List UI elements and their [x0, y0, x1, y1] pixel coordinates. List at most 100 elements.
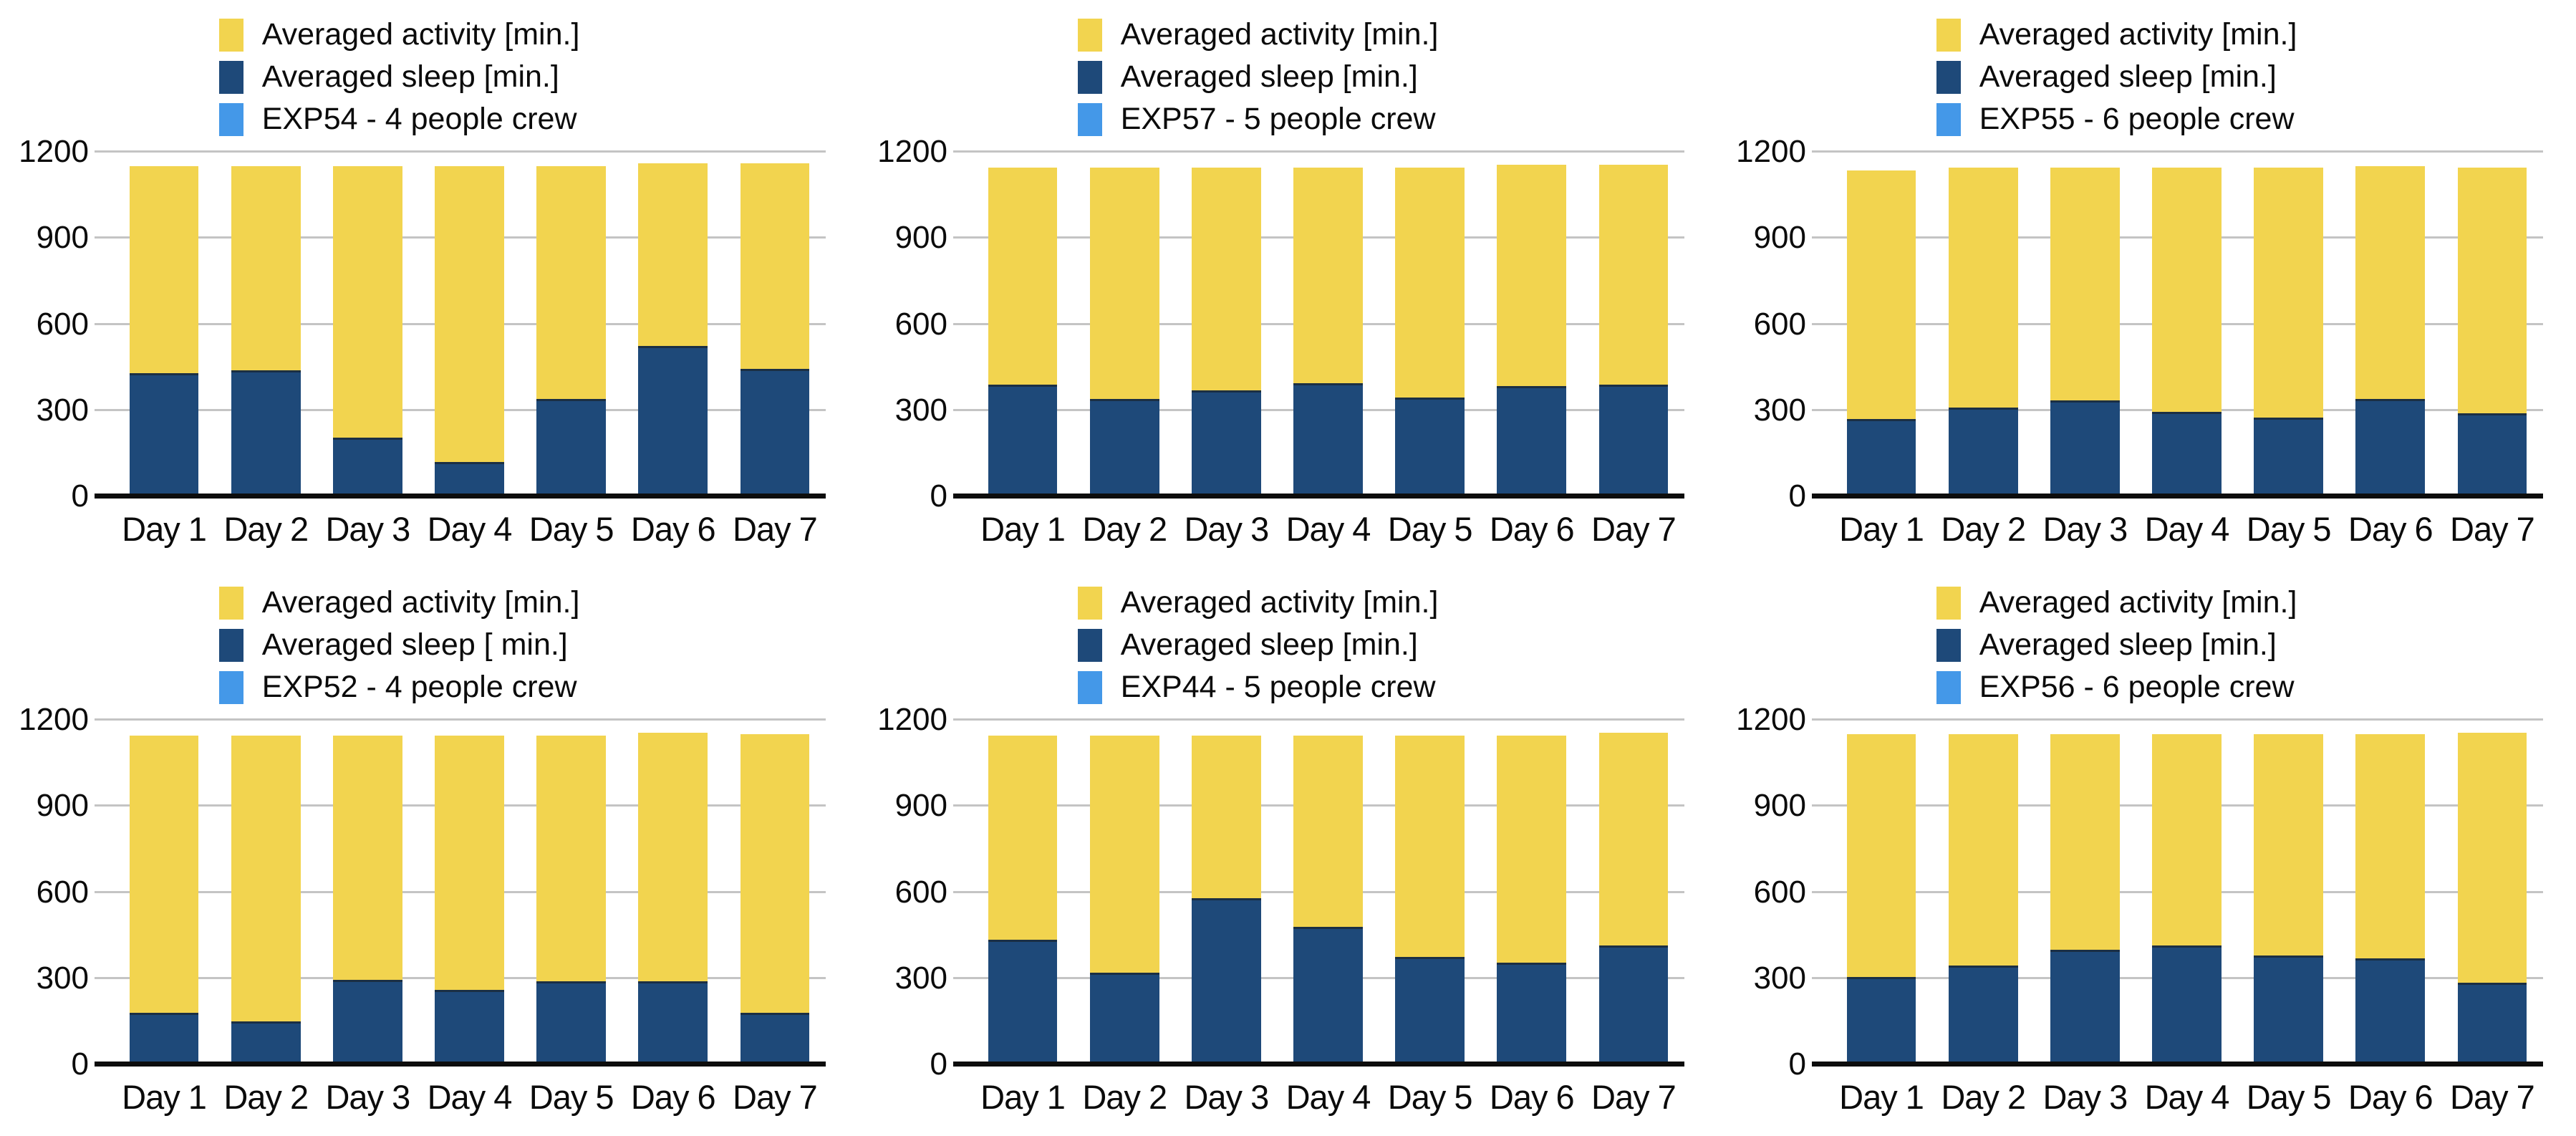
activity-segment: [2254, 734, 2323, 956]
sleep-segment: [333, 437, 402, 496]
axis-corner: [6, 496, 113, 559]
y-tick-label: 0: [71, 478, 89, 514]
sleep-segment: [1846, 976, 1916, 1064]
gridline: [95, 150, 826, 153]
legend-label-sleep: Averaged sleep [min.]: [261, 59, 559, 95]
sleep-segment: [2050, 400, 2120, 496]
x-tick-label: Day 7: [2450, 1078, 2535, 1116]
y-tick-label: 0: [930, 1046, 947, 1082]
activity-segment: [1598, 165, 1669, 385]
sleep-segment: [231, 1021, 301, 1064]
x-axis-labels: Day 1 Day 2 Day 3 Day 4 Day 5 Day 6 Day 7: [972, 1064, 1684, 1127]
x-tick-label: Day 7: [1591, 1078, 1677, 1116]
activity-segment: [2457, 733, 2527, 983]
y-axis-labels: 0 300 600 900 1200: [6, 704, 113, 1080]
sleep-segment: [988, 384, 1058, 496]
exp-color-swatch: [1077, 671, 1102, 704]
sleep-segment: [1598, 384, 1669, 496]
bar-day-7: [1598, 733, 1669, 1064]
sleep-segment: [988, 939, 1058, 1064]
gridline: [1812, 150, 2543, 153]
x-axis-line: [95, 494, 826, 499]
bar-day-6: [2355, 734, 2426, 1064]
plot-grid: 0 300 600 900 1200 Day 1 Day 2 Day 3 Day 4 Day 5…: [6, 704, 826, 1127]
y-tick-label: 300: [36, 960, 89, 996]
activity-segment: [435, 166, 504, 462]
legend-label-sleep: Averaged sleep [min.]: [1120, 59, 1418, 95]
x-axis-line: [1812, 494, 2543, 499]
sleep-segment: [1089, 398, 1159, 496]
y-axis-labels: 0 300 600 900 1200: [6, 136, 113, 512]
x-tick-label: Day 3: [325, 1078, 410, 1116]
y-tick-label: 300: [894, 960, 947, 996]
x-tick-label: Day 1: [980, 510, 1066, 548]
activity-segment: [1192, 168, 1261, 390]
x-tick-label: Day 3: [325, 510, 410, 548]
x-tick-label: Day 2: [1082, 1078, 1167, 1116]
sleep-color-swatch: [1936, 61, 1961, 94]
activity-segment: [1395, 736, 1465, 957]
x-tick-label: Day 3: [1184, 510, 1269, 548]
y-tick-label: 900: [894, 788, 947, 824]
activity-segment: [231, 736, 301, 1021]
activity-segment: [2152, 168, 2222, 412]
sleep-segment: [435, 989, 504, 1064]
plot-area: [953, 718, 1684, 1067]
legend-label-activity: Averaged activity [min.]: [1979, 17, 2297, 52]
bar-day-4: [435, 166, 504, 496]
bar-day-2: [1948, 168, 2018, 496]
x-tick-label: Day 4: [427, 1078, 513, 1116]
x-tick-label: Day 7: [733, 1078, 818, 1116]
bar-day-5: [1395, 736, 1465, 1064]
gridline: [1812, 718, 2543, 721]
x-tick-label: Day 4: [1285, 1078, 1371, 1116]
y-tick-label: 1200: [19, 134, 89, 169]
legend-item-sleep: Averaged sleep [min.]: [1077, 629, 1684, 662]
activity-segment: [129, 736, 199, 1013]
x-tick-label: Day 6: [2348, 510, 2433, 548]
activity-segment: [231, 166, 301, 370]
x-axis-labels: Day 1 Day 2 Day 3 Day 4 Day 5 Day 6 Day 7: [1830, 1064, 2543, 1127]
sleep-segment: [536, 398, 606, 496]
y-tick-label: 0: [1788, 1046, 1806, 1082]
bar-day-3: [1192, 736, 1261, 1064]
bar-day-4: [435, 736, 504, 1064]
y-axis-labels: 0 300 600 900 1200: [864, 704, 972, 1080]
activity-segment: [2355, 166, 2426, 399]
exp-color-swatch: [218, 671, 243, 704]
legend-item-activity: Averaged activity [min.]: [218, 587, 826, 620]
sleep-segment: [2152, 945, 2222, 1064]
bar-day-5: [536, 736, 606, 1064]
sleep-segment: [1395, 956, 1465, 1064]
sleep-segment: [1192, 897, 1261, 1064]
bar-day-3: [2050, 168, 2120, 496]
x-axis-labels: Day 1 Day 2 Day 3 Day 4 Day 5 Day 6 Day 7: [1830, 496, 2543, 559]
x-tick-label: Day 5: [529, 510, 614, 548]
sleep-segment: [2355, 958, 2426, 1064]
legend-label-exp: EXP44 - 5 people crew: [1120, 670, 1436, 705]
activity-segment: [638, 733, 708, 981]
legend-item-exp: EXP57 - 5 people crew: [1077, 103, 1684, 136]
chart-legend: Averaged activity [min.] Averaged sleep …: [218, 19, 826, 136]
activity-segment: [740, 734, 810, 1013]
x-axis-line: [953, 1062, 1684, 1067]
activity-segment: [333, 736, 402, 980]
bar-day-2: [1089, 736, 1159, 1064]
legend-item-activity: Averaged activity [min.]: [1936, 19, 2543, 52]
sleep-segment: [2254, 955, 2323, 1064]
chart-legend: Averaged activity [min.] Averaged sleep …: [1936, 587, 2543, 704]
x-tick-label: Day 2: [223, 510, 309, 548]
chart-exp56: Averaged activity [min.] Averaged sleep …: [1717, 568, 2576, 1136]
sleep-segment: [2050, 949, 2120, 1064]
activity-segment: [1293, 168, 1363, 383]
bar-day-7: [740, 163, 810, 496]
x-tick-label: Day 1: [122, 1078, 207, 1116]
y-tick-label: 900: [36, 220, 89, 256]
legend-item-sleep: Averaged sleep [min.]: [1936, 629, 2543, 662]
y-tick-label: 1200: [1736, 702, 1806, 737]
x-tick-label: Day 1: [122, 510, 207, 548]
x-tick-label: Day 1: [980, 1078, 1066, 1116]
sleep-segment: [638, 981, 708, 1064]
bar-day-4: [1293, 168, 1363, 496]
y-tick-label: 600: [36, 306, 89, 342]
